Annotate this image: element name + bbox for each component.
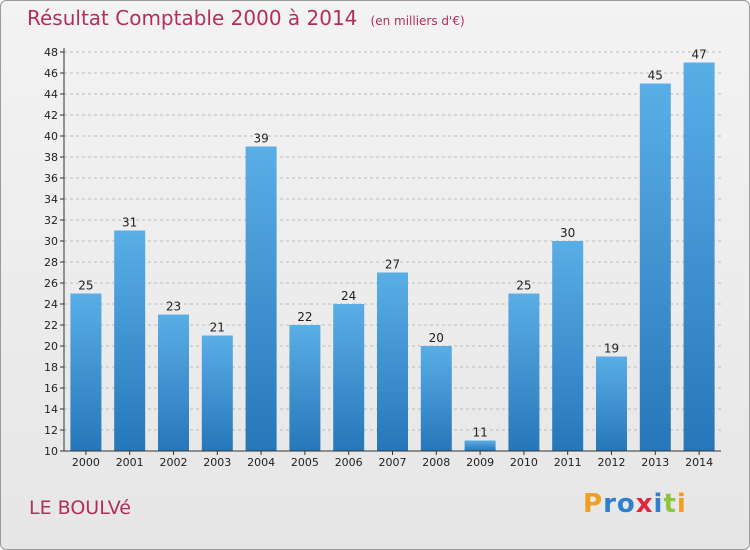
chart-subtitle: (en milliers d'€) [370,14,465,28]
bar [420,346,452,451]
bar [508,293,540,451]
bar [201,335,233,451]
y-tick-label: 32 [44,214,58,227]
title-row: Résultat Comptable 2000 à 2014 (en milli… [27,6,465,30]
bar [552,241,584,451]
bar-value-label: 24 [341,289,356,303]
bar [683,62,715,451]
logo-letter: i [676,489,687,519]
bar-value-label: 22 [297,310,312,324]
y-tick-label: 40 [44,130,58,143]
logo-letter: i [653,489,664,519]
logo-letter: t [663,489,677,519]
x-tick-label: 2001 [116,456,144,469]
axis-layer [60,48,721,455]
x-tick-label: 2011 [554,456,582,469]
bar-value-label: 45 [648,69,663,83]
y-tick-label: 26 [44,277,58,290]
bar-value-label: 30 [560,226,575,240]
bar-value-label: 25 [516,279,531,293]
bar-value-label: 47 [691,48,706,62]
y-tick-label: 16 [44,382,58,395]
bar-value-label: 11 [472,426,487,440]
y-tick-label: 20 [44,340,58,353]
bar-value-label: 27 [385,258,400,272]
y-tick-label: 28 [44,256,58,269]
bar-value-label: 31 [122,216,137,230]
x-tick-label: 2000 [72,456,100,469]
bar-value-label: 23 [166,300,181,314]
bar [333,304,365,451]
bar [289,325,321,451]
x-tick-label: 2005 [291,456,319,469]
x-tick-label: 2002 [160,456,188,469]
x-tick-label: 2003 [203,456,231,469]
bar-value-label: 20 [429,331,444,345]
y-tick-label: 18 [44,361,58,374]
bar-value-label: 25 [78,279,93,293]
bar [464,440,496,451]
bars-layer [70,62,715,451]
y-tick-label: 48 [44,46,58,59]
y-tick-label: 30 [44,235,58,248]
bar [158,314,189,451]
x-tick-label: 2013 [641,456,669,469]
bar [245,146,277,451]
bar [377,272,408,451]
x-tick-label: 2012 [598,456,626,469]
y-tick-label: 24 [44,298,58,311]
bar-value-label: 39 [253,132,268,146]
bar [70,293,102,451]
x-tick-label: 2007 [379,456,407,469]
chart-title: Résultat Comptable 2000 à 2014 [27,6,358,30]
x-tick-label: 2009 [466,456,494,469]
labels-layer: 10 12 14 16 18 20 22 24 26 28 30 32 34 36 38 40 42 44 46 48… [44,46,713,469]
y-tick-label: 44 [44,88,58,101]
logo-letter: P [583,489,604,519]
y-tick-label: 36 [44,172,58,185]
x-tick-label: 2014 [685,456,713,469]
x-tick-label: 2008 [422,456,450,469]
commune-name: LE BOULVé [29,497,131,519]
bar-value-label: 21 [210,321,225,335]
logo-letter: o [616,489,636,519]
y-tick-label: 46 [44,67,58,80]
proxiti-logo: Proxiti [583,489,687,519]
y-tick-label: 14 [44,403,58,416]
logo-letter: r [603,489,617,519]
y-tick-label: 42 [44,109,58,122]
y-tick-label: 10 [44,445,58,458]
y-tick-label: 22 [44,319,58,332]
x-tick-label: 2006 [335,456,363,469]
y-tick-label: 12 [44,424,58,437]
bar [596,356,627,451]
bar-value-label: 19 [604,342,619,356]
bar [639,83,671,451]
x-tick-label: 2010 [510,456,538,469]
logo-letter: x [635,489,654,519]
bar [114,230,146,451]
y-tick-label: 38 [44,151,58,164]
x-tick-label: 2004 [247,456,275,469]
y-tick-label: 34 [44,193,58,206]
